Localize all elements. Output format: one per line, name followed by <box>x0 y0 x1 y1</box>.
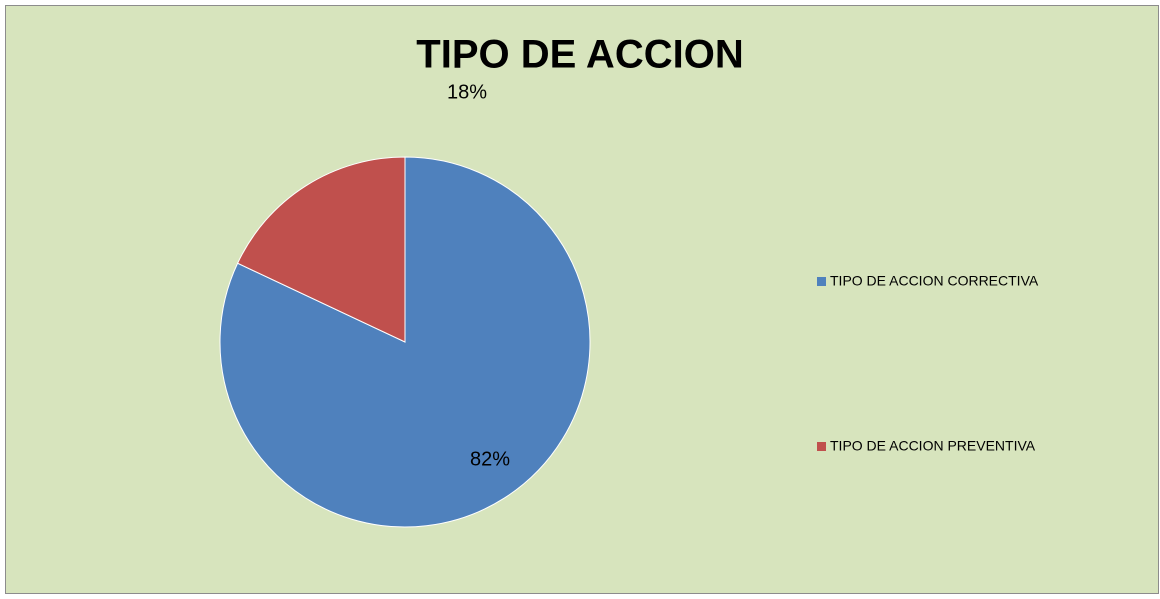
data-label: 18% <box>447 81 487 103</box>
legend-label: TIPO DE ACCION CORRECTIVA <box>830 273 1039 289</box>
chart-title: TIPO DE ACCION <box>416 33 743 77</box>
legend-swatch <box>817 277 826 286</box>
legend-swatch <box>817 442 826 451</box>
pie-slice <box>236 156 406 343</box>
legend-label: TIPO DE ACCION PREVENTIVA <box>830 438 1036 454</box>
data-label: 82% <box>470 448 510 470</box>
